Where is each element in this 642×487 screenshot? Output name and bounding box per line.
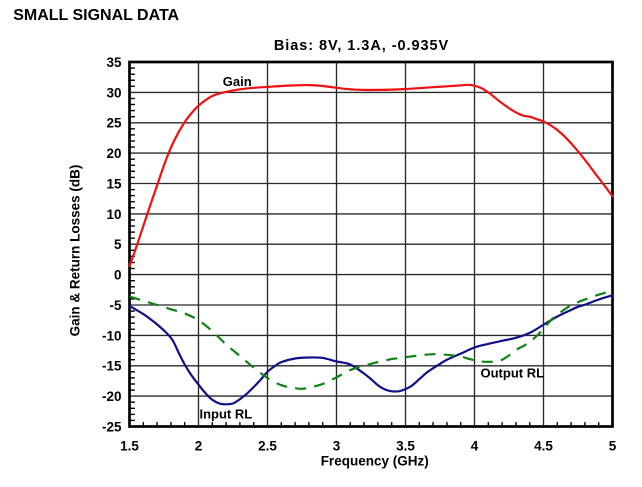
svg-text:10: 10	[106, 207, 121, 222]
svg-text:15: 15	[106, 176, 122, 191]
svg-text:Input RL: Input RL	[200, 407, 253, 422]
svg-text:2.5: 2.5	[258, 438, 277, 453]
svg-text:Bias: 8V, 1.3A, -0.935V: Bias: 8V, 1.3A, -0.935V	[274, 38, 449, 54]
svg-text:Gain: Gain	[223, 74, 252, 89]
svg-text:20: 20	[106, 146, 121, 161]
svg-text:4.5: 4.5	[534, 438, 553, 453]
svg-text:4: 4	[471, 438, 479, 453]
svg-text:-15: -15	[102, 359, 122, 374]
svg-text:1.5: 1.5	[120, 438, 139, 453]
svg-text:-10: -10	[102, 328, 122, 343]
svg-text:0: 0	[114, 268, 122, 283]
svg-text:5: 5	[609, 438, 617, 453]
svg-text:-5: -5	[109, 298, 121, 313]
svg-text:5: 5	[114, 237, 122, 252]
svg-text:25: 25	[106, 116, 122, 131]
svg-text:Frequency (GHz): Frequency (GHz)	[321, 454, 429, 469]
svg-text:-25: -25	[102, 419, 122, 434]
svg-text:SMALL SIGNAL DATA: SMALL SIGNAL DATA	[13, 7, 179, 24]
svg-text:Output RL: Output RL	[481, 366, 545, 381]
svg-text:35: 35	[106, 55, 122, 70]
svg-text:3: 3	[333, 438, 341, 453]
svg-text:-20: -20	[102, 389, 122, 404]
svg-text:30: 30	[106, 85, 121, 100]
svg-text:2: 2	[195, 438, 203, 453]
svg-text:Gain & Return Losses (dB): Gain & Return Losses (dB)	[68, 165, 83, 337]
svg-text:3.5: 3.5	[396, 438, 415, 453]
